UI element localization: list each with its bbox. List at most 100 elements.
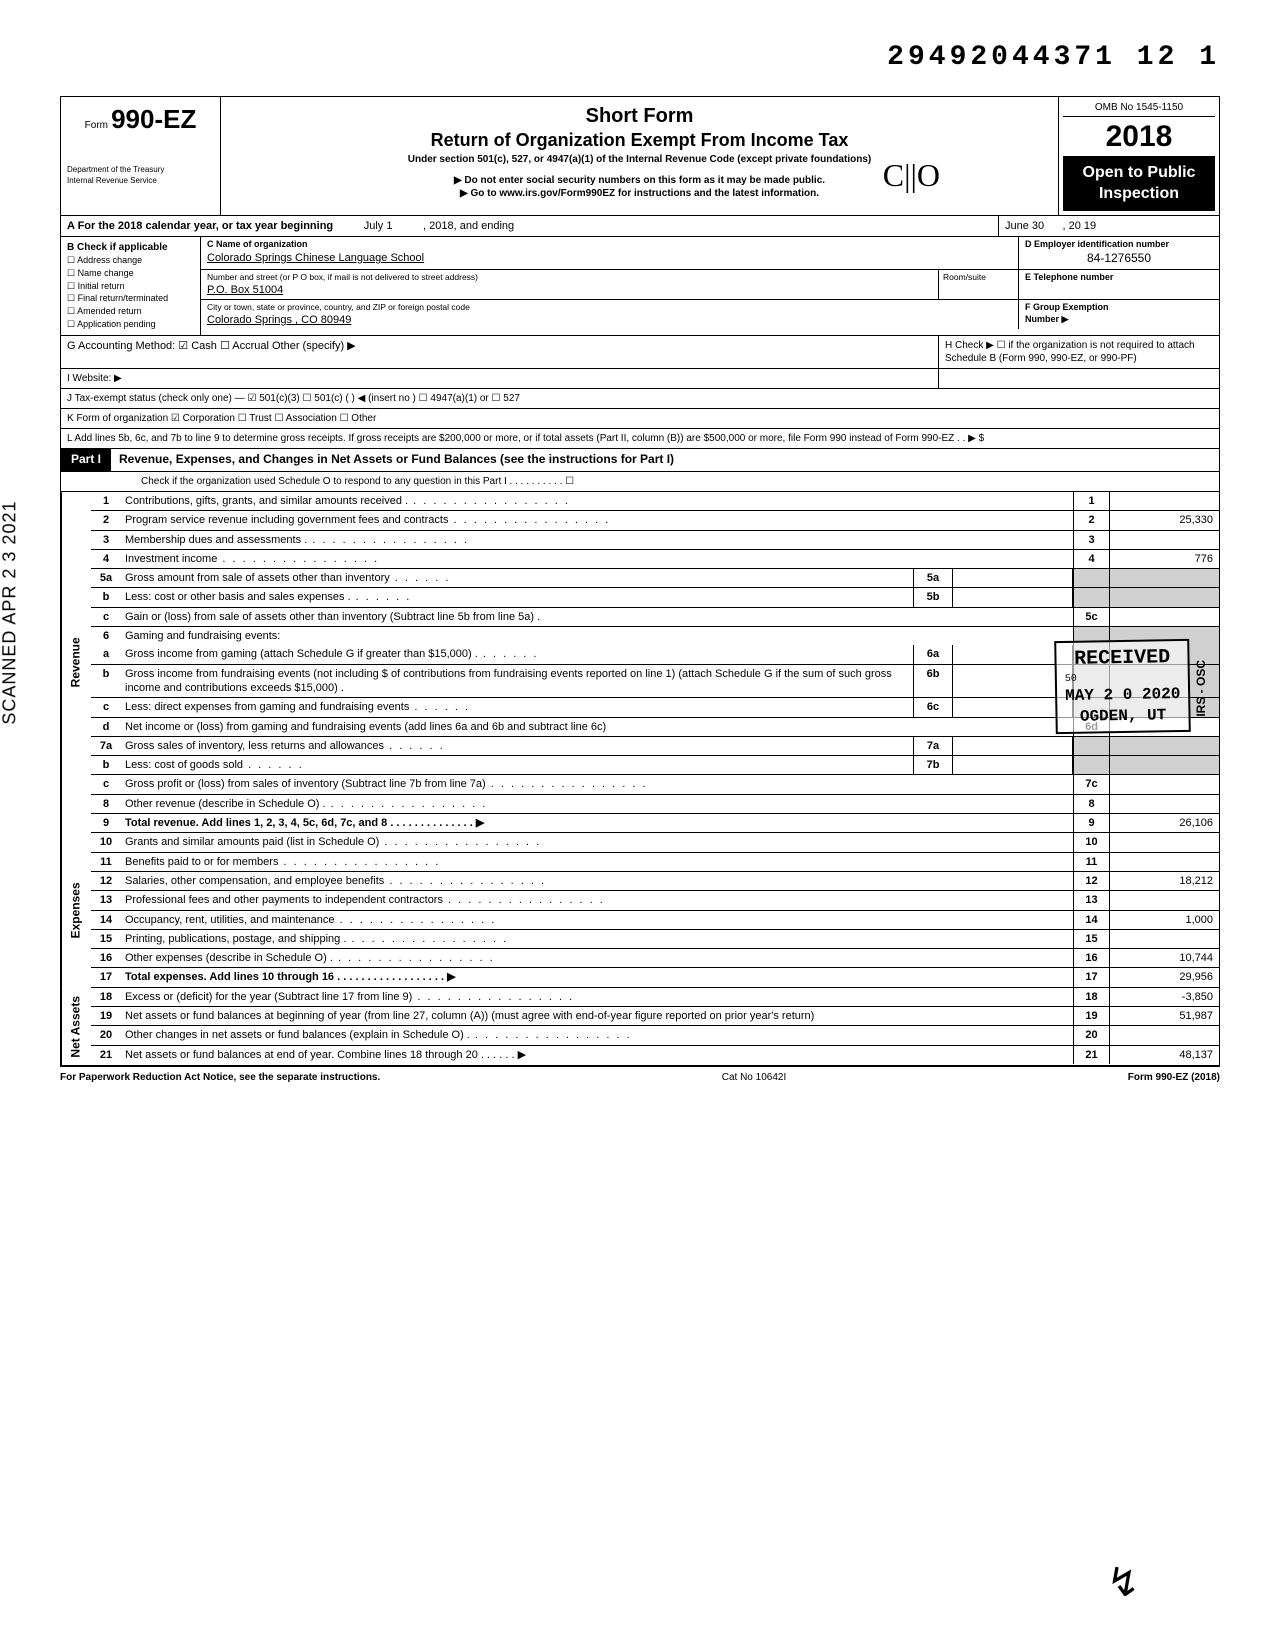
- ln12-txt: Salaries, other compensation, and employ…: [121, 872, 1073, 890]
- ln5a-box: [1073, 569, 1109, 587]
- chk-address-change[interactable]: Address change: [67, 255, 194, 267]
- label-room: Room/suite: [939, 270, 1019, 299]
- form-number: 990-EZ: [111, 104, 196, 134]
- footer-right: Form 990-EZ (2018): [1128, 1071, 1220, 1084]
- ln7b-num: b: [91, 756, 121, 774]
- ln13-box: 13: [1073, 891, 1109, 909]
- ln6c-num: c: [91, 698, 121, 716]
- ln13-txt: Professional fees and other payments to …: [121, 891, 1073, 909]
- ln19-num: 19: [91, 1007, 121, 1025]
- ln5c-val: [1109, 608, 1219, 626]
- ln6b-txt: Gross income from fundraising events (no…: [121, 665, 913, 698]
- ln14-num: 14: [91, 911, 121, 929]
- ln5a-num: 5a: [91, 569, 121, 587]
- ln17-box: 17: [1073, 968, 1109, 986]
- ln2-box: 2: [1073, 511, 1109, 529]
- ln8-txt: Other revenue (describe in Schedule O) .: [121, 795, 1073, 813]
- row-g-accounting: G Accounting Method: ☑ Cash ☐ Accrual Ot…: [61, 336, 939, 368]
- ln18-txt: Excess or (deficit) for the year (Subtra…: [121, 988, 1073, 1006]
- row-j-tax-status: J Tax-exempt status (check only one) — ☑…: [60, 389, 1220, 409]
- col-b-header: B Check if applicable: [67, 241, 194, 254]
- ln4-txt: Investment income: [121, 550, 1073, 568]
- ln7a-sub: 7a: [913, 737, 953, 755]
- part-i-label: Part I: [61, 449, 111, 471]
- chk-final-return[interactable]: Final return/terminated: [67, 293, 194, 305]
- ln21-box: 21: [1073, 1046, 1109, 1064]
- ln16-num: 16: [91, 949, 121, 967]
- chk-initial-return[interactable]: Initial return: [67, 281, 194, 293]
- label-d-ein: D Employer identification number: [1025, 239, 1213, 251]
- stamp-irs-osc: IRS - OSC: [1194, 660, 1210, 717]
- row-l-gross-receipts: L Add lines 5b, 6c, and 7b to line 9 to …: [60, 429, 1220, 449]
- ln18-box: 18: [1073, 988, 1109, 1006]
- ln3-num: 3: [91, 531, 121, 549]
- org-address: P.O. Box 51004: [207, 283, 932, 297]
- ln21-txt: Net assets or fund balances at end of ye…: [121, 1046, 1073, 1064]
- chk-app-pending[interactable]: Application pending: [67, 319, 194, 331]
- ln5b-sub: 5b: [913, 588, 953, 606]
- dept-treasury: Department of the Treasury: [67, 165, 214, 175]
- ln6b-sub: 6b: [913, 665, 953, 698]
- row-a-mid: , 2018, and ending: [423, 220, 514, 232]
- revenue-section: Revenue 1Contributions, gifts, grants, a…: [60, 492, 1220, 833]
- ln7a-subval: [953, 737, 1073, 755]
- ln2-num: 2: [91, 511, 121, 529]
- ln8-val: [1109, 795, 1219, 813]
- ln7a-val: [1109, 737, 1219, 755]
- ln9-num: 9: [91, 814, 121, 832]
- row-k-form-org: K Form of organization ☑ Corporation ☐ T…: [60, 409, 1220, 429]
- ln9-box: 9: [1073, 814, 1109, 832]
- ln2-txt: Program service revenue including govern…: [121, 511, 1073, 529]
- ln6-txt: Gaming and fundraising events:: [121, 627, 1073, 645]
- received-stamp: RECEIVED 50 MAY 2 0 2020 OGDEN, UT: [1054, 639, 1191, 734]
- ln20-num: 20: [91, 1026, 121, 1044]
- ln7b-subval: [953, 756, 1073, 774]
- ln6a-num: a: [91, 645, 121, 663]
- row-a-yr: , 20 19: [1063, 220, 1097, 232]
- ln7c-num: c: [91, 775, 121, 793]
- side-label-net-assets: Net Assets: [61, 988, 91, 1066]
- ein-value: 84-1276550: [1025, 251, 1213, 267]
- ln10-val: [1109, 833, 1219, 851]
- chk-amended[interactable]: Amended return: [67, 306, 194, 318]
- ln5b-box: [1073, 588, 1109, 606]
- side-label-expenses: Expenses: [61, 833, 91, 987]
- ln6c-sub: 6c: [913, 698, 953, 716]
- label-e-phone: E Telephone number: [1019, 270, 1219, 299]
- ln8-box: 8: [1073, 795, 1109, 813]
- ln15-val: [1109, 930, 1219, 948]
- ln15-box: 15: [1073, 930, 1109, 948]
- ln5a-sub: 5a: [913, 569, 953, 587]
- org-name: Colorado Springs Chinese Language School: [207, 251, 1012, 265]
- ln16-txt: Other expenses (describe in Schedule O) …: [121, 949, 1073, 967]
- tax-year: 2018: [1063, 117, 1215, 157]
- ln14-box: 14: [1073, 911, 1109, 929]
- omb-number: OMB No 1545-1150: [1063, 101, 1215, 117]
- stamp-date: MAY 2 0 2020: [1065, 684, 1181, 707]
- ln6d-num: d: [91, 718, 121, 736]
- title-short-form: Short Form: [231, 103, 1048, 129]
- scanned-stamp: SCANNED APR 2 3 2021: [0, 500, 22, 724]
- row-i-website: I Website: ▶: [61, 369, 939, 388]
- chk-name-change[interactable]: Name change: [67, 268, 194, 280]
- open-public-1: Open to Public: [1067, 163, 1211, 184]
- ln5b-subval: [953, 588, 1073, 606]
- ln16-val: 10,744: [1109, 949, 1219, 967]
- ln7b-val: [1109, 756, 1219, 774]
- ln3-box: 3: [1073, 531, 1109, 549]
- ln8-num: 8: [91, 795, 121, 813]
- part-i-header: Part I Revenue, Expenses, and Changes in…: [60, 449, 1220, 472]
- ln19-txt: Net assets or fund balances at beginning…: [121, 1007, 1073, 1025]
- signature-squiggle: ↯: [1106, 1557, 1140, 1609]
- side-label-revenue: Revenue: [61, 492, 91, 833]
- part-i-check-o: Check if the organization used Schedule …: [60, 472, 1220, 492]
- ln14-txt: Occupancy, rent, utilities, and maintena…: [121, 911, 1073, 929]
- open-public-2: Inspection: [1067, 184, 1211, 205]
- ln5b-num: b: [91, 588, 121, 606]
- ln12-box: 12: [1073, 872, 1109, 890]
- ln11-num: 11: [91, 853, 121, 871]
- ln3-val: [1109, 531, 1219, 549]
- ln7b-txt: Less: cost of goods sold: [121, 756, 913, 774]
- row-a-end: June 30: [1005, 220, 1044, 232]
- row-i: I Website: ▶: [60, 369, 1220, 389]
